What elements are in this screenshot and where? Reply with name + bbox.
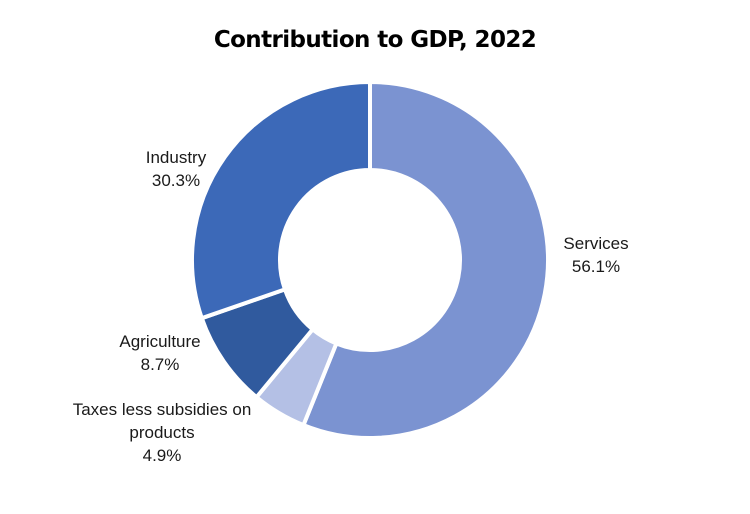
label-agriculture: Agriculture 8.7% xyxy=(119,332,200,374)
label-services: Services 56.1% xyxy=(563,234,628,276)
slice-labels: Services 56.1% Taxes less subsidies on prod… xyxy=(73,148,629,465)
label-taxes-less-subsidies-on-products: Taxes less subsidies on products 4.9% xyxy=(73,400,252,465)
slice-industry xyxy=(190,79,372,321)
label-industry: Industry 30.3% xyxy=(146,148,207,190)
chart-title: Contribution to GDP, 2022 xyxy=(214,27,536,53)
donut-slices xyxy=(190,79,550,440)
slice-services xyxy=(300,79,550,440)
